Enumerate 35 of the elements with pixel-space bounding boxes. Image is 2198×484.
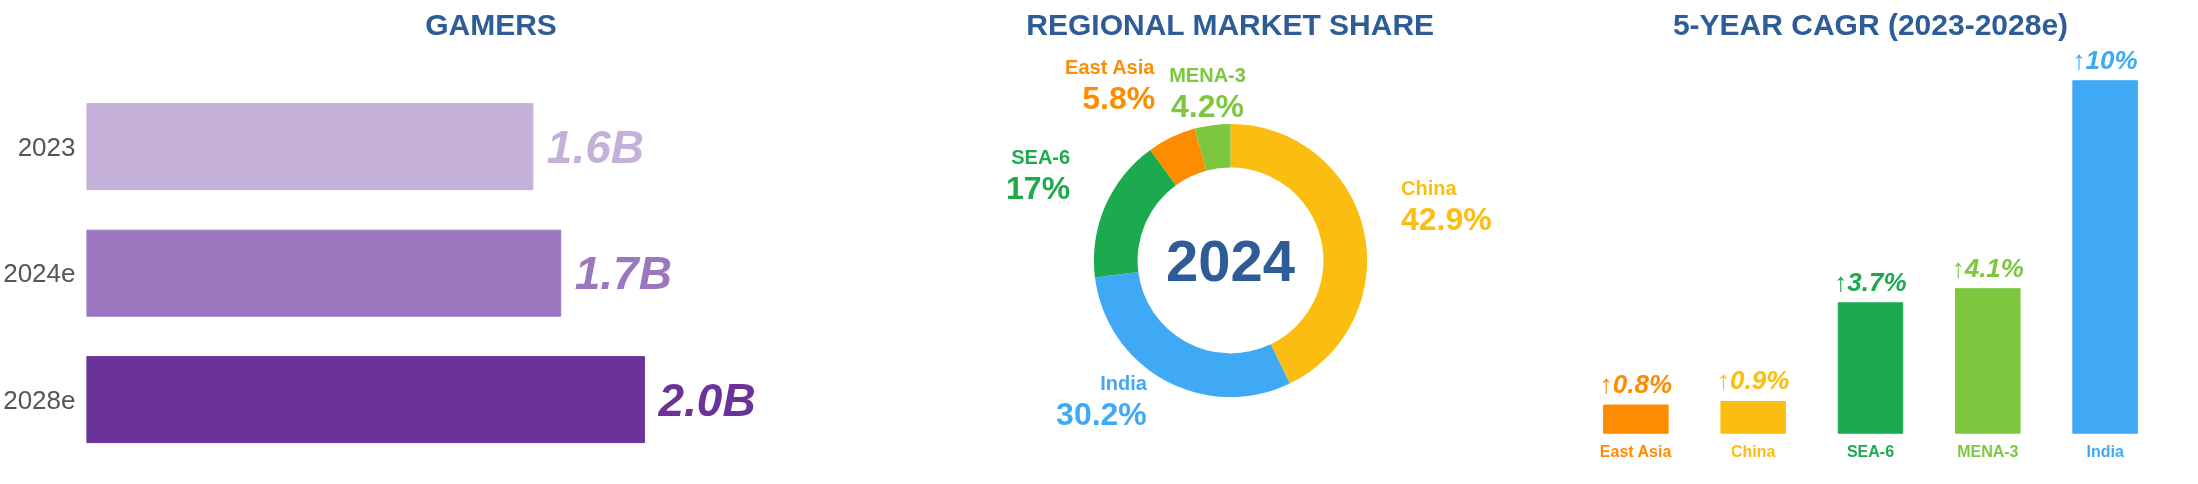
slice-label: East Asia (1065, 56, 1156, 79)
bar (1603, 404, 1669, 434)
text: 2024 (1165, 227, 1296, 293)
data-label: 1.7B (574, 247, 672, 300)
bar (1837, 302, 1904, 434)
slice-label: SEA-6 (1011, 145, 1071, 168)
data-label: 42.9% (1400, 200, 1492, 237)
bar (1955, 288, 2021, 434)
data-label: 4.2% (1171, 87, 1244, 124)
data-label: 5.8% (1082, 80, 1156, 117)
chart-title: REGIONAL MARKET SHARE (1026, 7, 1435, 41)
y-tick-label: 2024e (3, 258, 76, 289)
x-tick-label: East Asia (1599, 443, 1672, 461)
y-tick-label: 2023 (17, 131, 76, 162)
data-label: ↑3.7% (1834, 266, 1907, 297)
data-label: ↑10% (2072, 44, 2138, 75)
x-tick-label: MENA-3 (1957, 443, 2019, 461)
x-tick-label: India (2086, 443, 2124, 461)
slice-label: MENA-3 (1169, 63, 1246, 86)
data-label: 30.2% (1056, 396, 1147, 433)
bar (2072, 80, 2138, 434)
data-label: ↑0.9% (1717, 365, 1790, 396)
x-tick-label: China (1730, 443, 1776, 461)
bar (1720, 400, 1786, 434)
y-tick-label: 2028e (3, 384, 76, 415)
slice-label: India (1100, 372, 1148, 395)
chart-title: 5-YEAR CAGR (2023-2028e) (1672, 7, 2069, 41)
data-label: ↑0.8% (1599, 369, 1673, 400)
slice-label: China (1400, 176, 1458, 199)
chart-title: GAMERS (425, 7, 557, 41)
x-tick-label: SEA-6 (1846, 443, 1895, 461)
data-label: 17% (1006, 169, 1071, 206)
data-label: 1.6B (546, 120, 645, 173)
data-label: 2.0B (657, 373, 756, 426)
data-label: ↑4.1% (1951, 252, 2024, 283)
